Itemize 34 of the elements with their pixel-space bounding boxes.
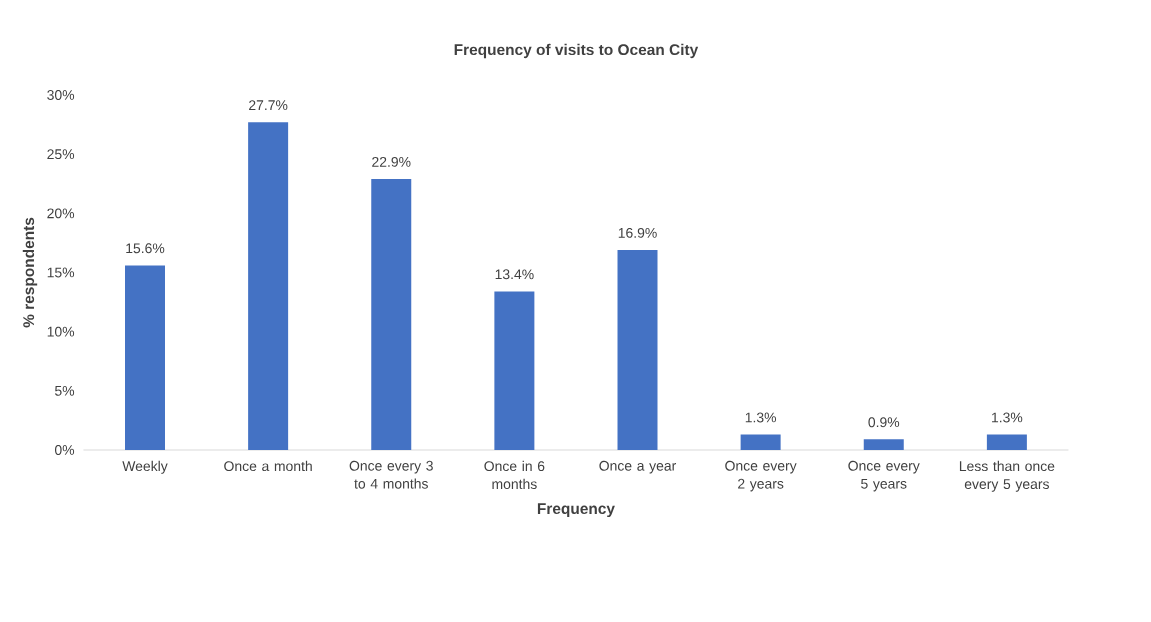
bar [617,250,658,450]
bar [248,122,289,450]
y-tick-label: 0% [54,445,75,455]
bar [494,291,535,450]
data-label: 22.9% [372,156,411,167]
bar [371,179,412,450]
y-tick-label: 10% [47,326,75,337]
chart-title: Frequency of visits to Ocean City [454,43,699,59]
x-tick-label: Once a month [224,460,312,472]
x-tick-label: Once a year [599,460,677,474]
x-tick-label: Less than once every 5 years [959,460,1055,492]
x-axis-title: Frequency [537,503,615,518]
data-label: 13.4% [495,269,534,280]
y-axis-title: % respondents [22,217,38,328]
data-label: 1.3% [992,412,1023,423]
y-tick-label: 25% [47,149,75,160]
data-label: 27.7% [249,100,288,111]
bar [986,434,1027,450]
data-label: 1.3% [745,412,777,423]
bar [125,265,165,450]
x-tick-label: Once every 2 years [725,460,797,492]
x-tick-label: Once every 3 to 4 months [349,460,433,489]
bar [740,434,781,450]
y-tick-label: 5% [54,385,75,396]
y-tick-label: 20% [47,208,75,219]
x-tick-label: Once every 5 years [848,460,920,492]
data-label: 0.9% [868,417,900,428]
x-tick-label: Once in 6 months [484,460,545,490]
bar [863,439,904,450]
x-tick-label: Weekly [122,460,168,474]
y-tick-label: 15% [47,267,75,278]
data-label: 16.9% [618,227,657,238]
data-label: 15.6% [126,243,165,254]
y-tick-label: 30% [47,90,75,100]
